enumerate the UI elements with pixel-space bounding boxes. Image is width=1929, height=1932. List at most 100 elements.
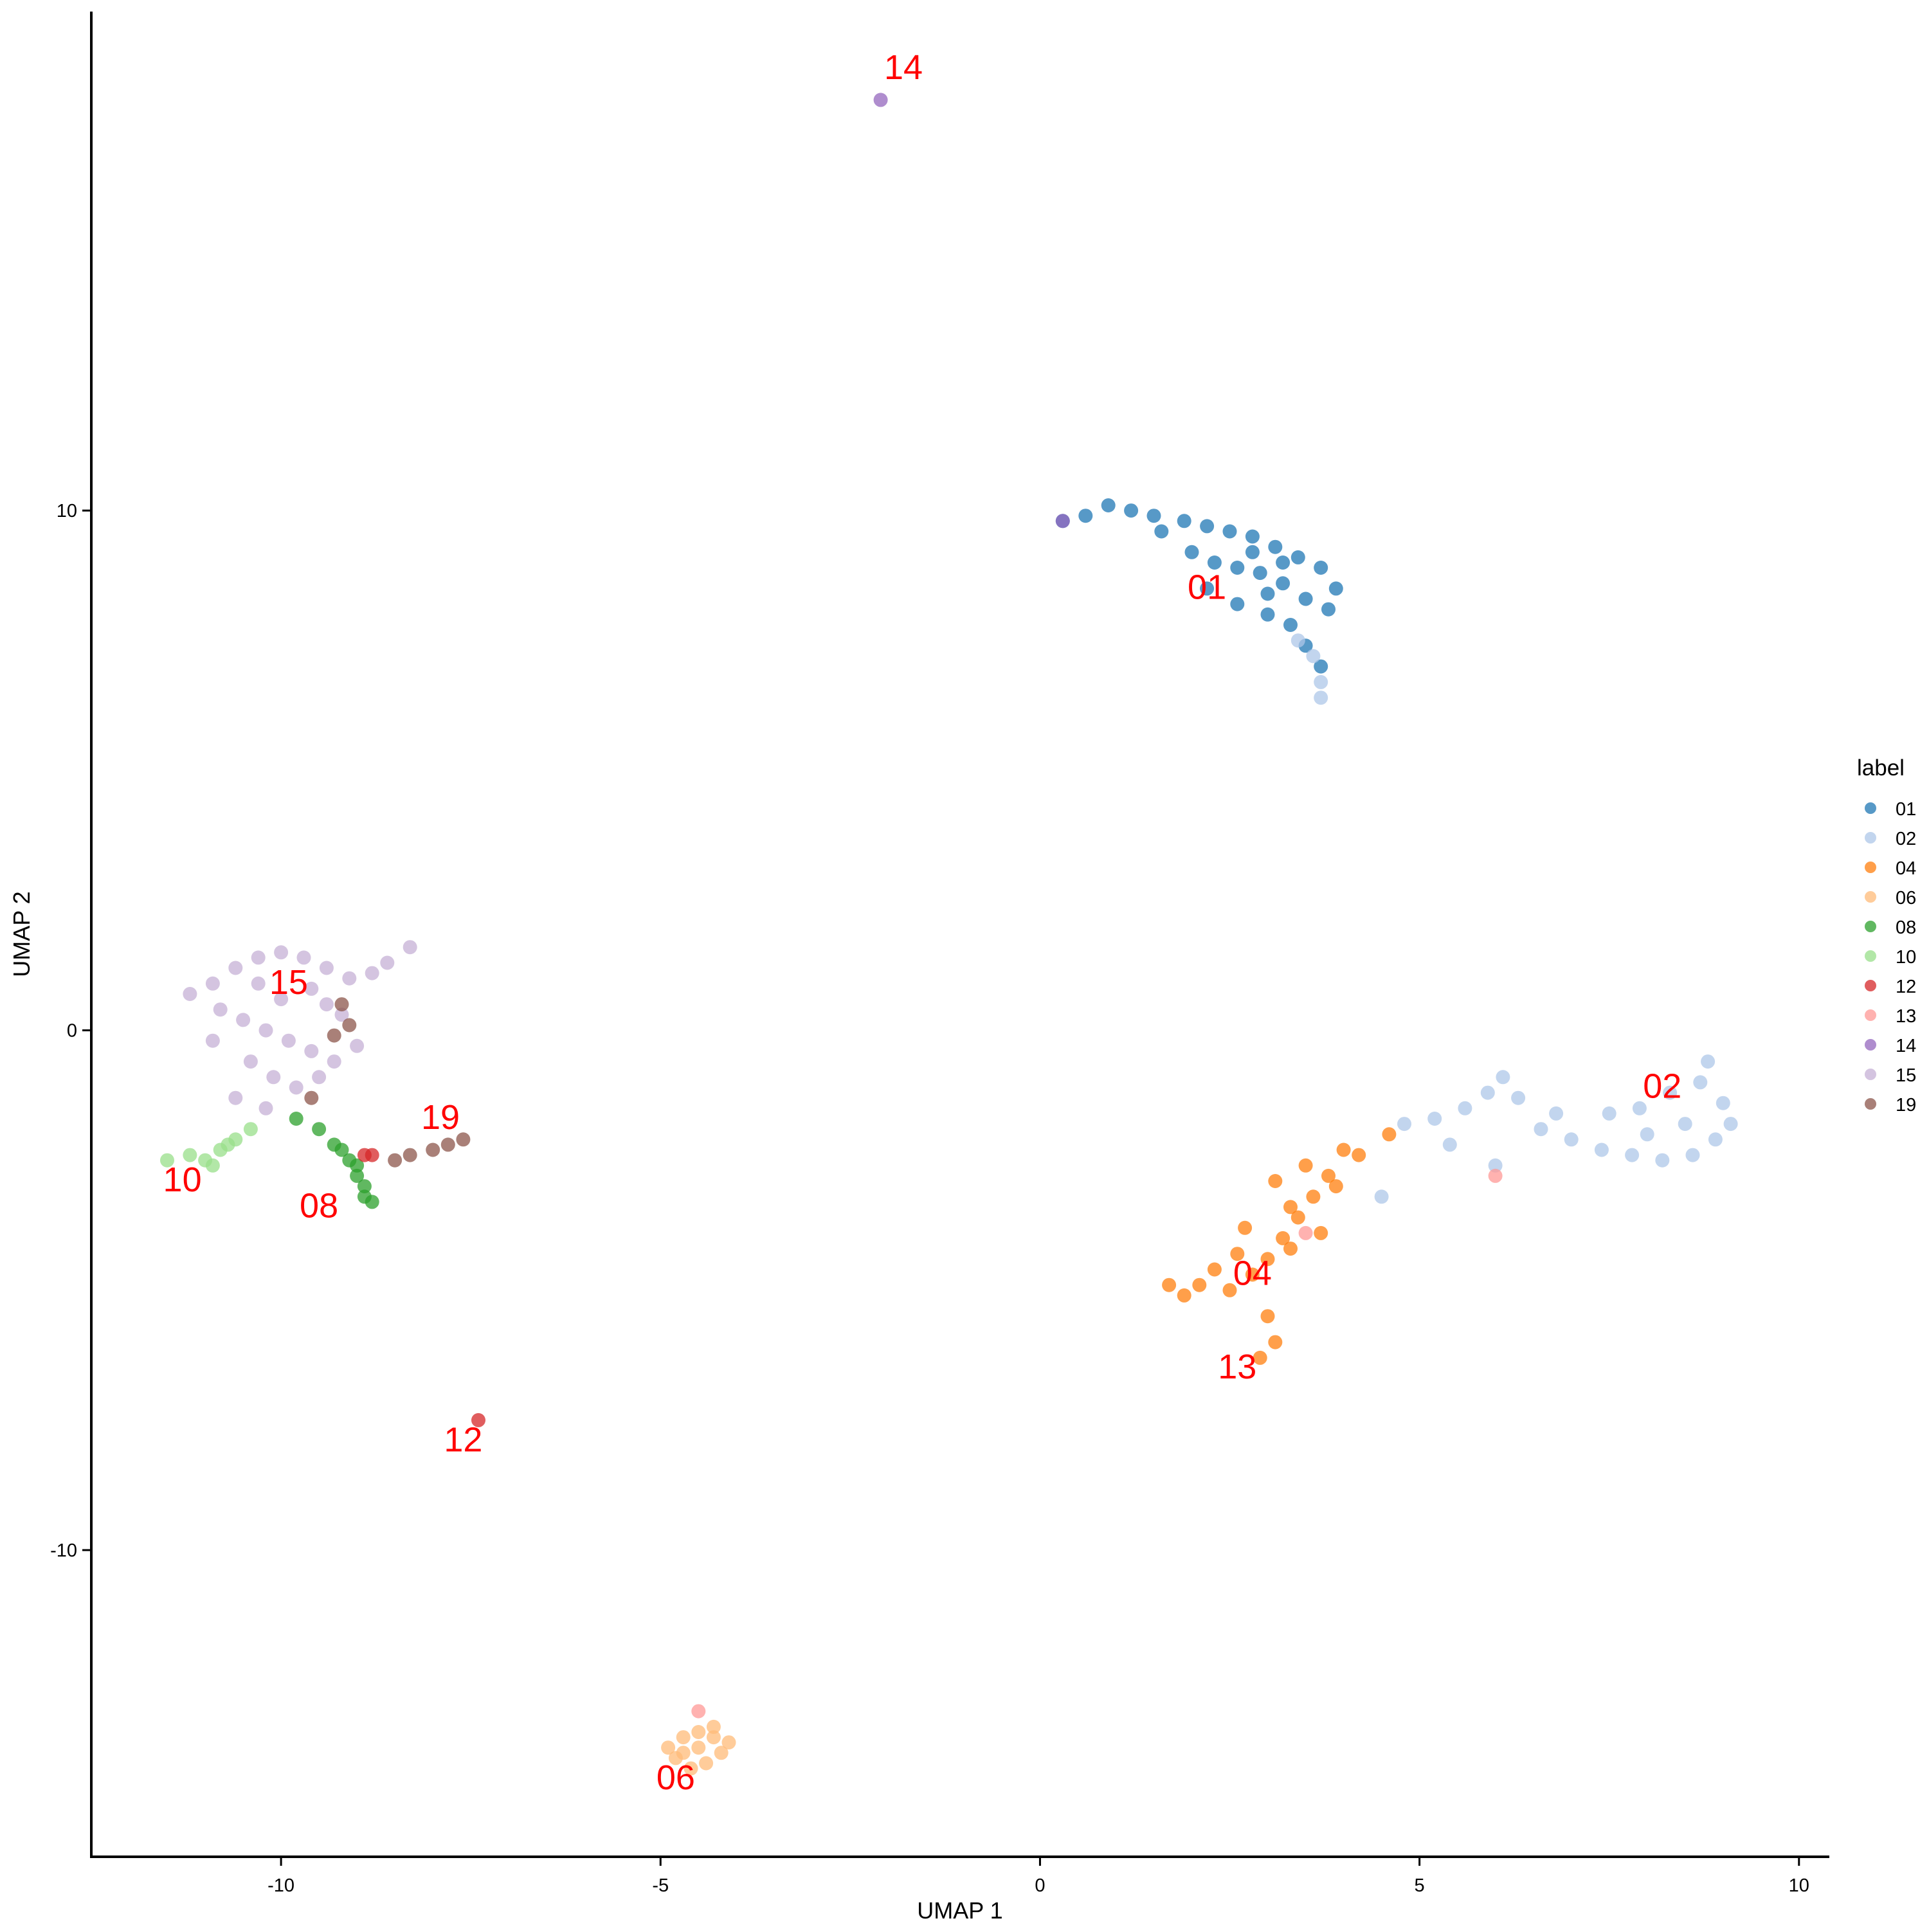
legend-label: 14 [1896, 1036, 1916, 1056]
data-point [1177, 514, 1191, 528]
data-point [319, 961, 334, 975]
data-point [388, 1153, 403, 1168]
cluster-label: 15 [269, 963, 308, 1002]
data-point [334, 1007, 349, 1022]
data-point [312, 1070, 327, 1085]
data-point [213, 1002, 228, 1017]
legend-entries: 01 02 04 06 08 10 12 13 14 15 19 [1865, 799, 1916, 1115]
data-point [1640, 1127, 1654, 1142]
data-point [357, 1179, 372, 1194]
data-point [342, 971, 357, 986]
data-point [1260, 586, 1275, 601]
data-point [350, 1158, 365, 1173]
data-point [1549, 1106, 1564, 1121]
data-point [1283, 1241, 1298, 1256]
series-08 [289, 1112, 379, 1209]
legend-key [1865, 1098, 1876, 1110]
legend-entry-02: 02 [1865, 829, 1916, 849]
y-ticks: -10 0 10 [50, 501, 91, 1561]
data-point [160, 1153, 174, 1168]
data-point [1716, 1096, 1730, 1110]
data-point [319, 997, 334, 1012]
cluster-label: 14 [884, 48, 923, 87]
legend-entry-19: 19 [1865, 1095, 1916, 1115]
legend-label: 06 [1896, 888, 1916, 908]
data-point [251, 976, 266, 991]
data-point [236, 1013, 251, 1027]
data-point [1154, 524, 1169, 539]
data-point [456, 1132, 471, 1147]
data-point [327, 1028, 341, 1043]
data-point [296, 950, 311, 965]
series-04 [1162, 1127, 1397, 1365]
data-point [676, 1730, 691, 1745]
data-point [721, 1735, 736, 1750]
data-point [1222, 1283, 1237, 1297]
legend: label 01 02 04 06 08 10 12 13 14 15 19 [1857, 755, 1916, 1115]
x-axis-title: UMAP 1 [917, 1897, 1002, 1924]
legend-entry-04: 04 [1865, 858, 1916, 879]
data-point [1321, 1168, 1336, 1183]
legend-key [1865, 921, 1876, 932]
data-point [1268, 1335, 1283, 1350]
legend-key [1865, 1009, 1876, 1021]
cluster-label: 02 [1643, 1067, 1681, 1106]
x-tick-label: -10 [267, 1875, 294, 1896]
data-point [342, 1018, 357, 1033]
data-point [1253, 1350, 1267, 1365]
x-tick-label: 10 [1789, 1875, 1809, 1896]
data-point [365, 1148, 379, 1162]
data-point [228, 1090, 243, 1105]
data-point [1283, 1200, 1298, 1214]
cluster-label: 19 [421, 1098, 460, 1137]
series-06 [661, 1719, 736, 1776]
data-point [706, 1719, 721, 1734]
data-point [1708, 1132, 1723, 1147]
data-point [1534, 1122, 1548, 1137]
legend-key [1865, 891, 1876, 903]
data-point [1511, 1090, 1526, 1105]
data-point [1328, 581, 1343, 596]
data-point [1177, 1288, 1191, 1303]
data-point [1162, 1277, 1177, 1292]
data-point [1184, 545, 1199, 559]
data-point [1055, 514, 1070, 528]
legend-label: 10 [1896, 947, 1916, 968]
data-point [1298, 1225, 1313, 1240]
data-point [1685, 1148, 1700, 1162]
legend-key [1865, 1069, 1876, 1080]
cluster-label: 04 [1233, 1254, 1272, 1293]
data-point [1352, 1148, 1366, 1162]
legend-label: 13 [1896, 1006, 1916, 1027]
data-point [1427, 1112, 1442, 1126]
x-ticks: -10 -5 0 5 10 [267, 1857, 1809, 1896]
legend-label: 08 [1896, 917, 1916, 938]
data-point [1693, 1075, 1708, 1090]
data-point [1245, 545, 1260, 559]
data-point [1632, 1101, 1647, 1115]
cluster-label: 08 [300, 1187, 338, 1225]
cluster-label: 10 [163, 1160, 202, 1199]
legend-entry-12: 12 [1865, 977, 1916, 997]
cluster-label: 01 [1188, 568, 1226, 607]
data-point [228, 961, 243, 975]
data-point [1442, 1137, 1457, 1152]
data-point [1230, 561, 1245, 575]
x-tick-label: 5 [1415, 1875, 1425, 1896]
data-point [243, 1122, 258, 1137]
data-point [1663, 1085, 1678, 1100]
data-point [706, 1730, 721, 1745]
x-tick-label: 0 [1035, 1875, 1045, 1896]
legend-label: 19 [1896, 1095, 1916, 1115]
data-point [1678, 1117, 1692, 1132]
data-point [1078, 509, 1093, 523]
data-point [289, 1080, 303, 1095]
cluster-label: 13 [1218, 1348, 1256, 1386]
data-point [205, 1158, 220, 1173]
legend-entry-13: 13 [1865, 1006, 1916, 1027]
legend-title: label [1857, 755, 1905, 781]
data-point [1207, 555, 1222, 570]
data-point [1602, 1106, 1617, 1121]
data-point [304, 981, 319, 996]
